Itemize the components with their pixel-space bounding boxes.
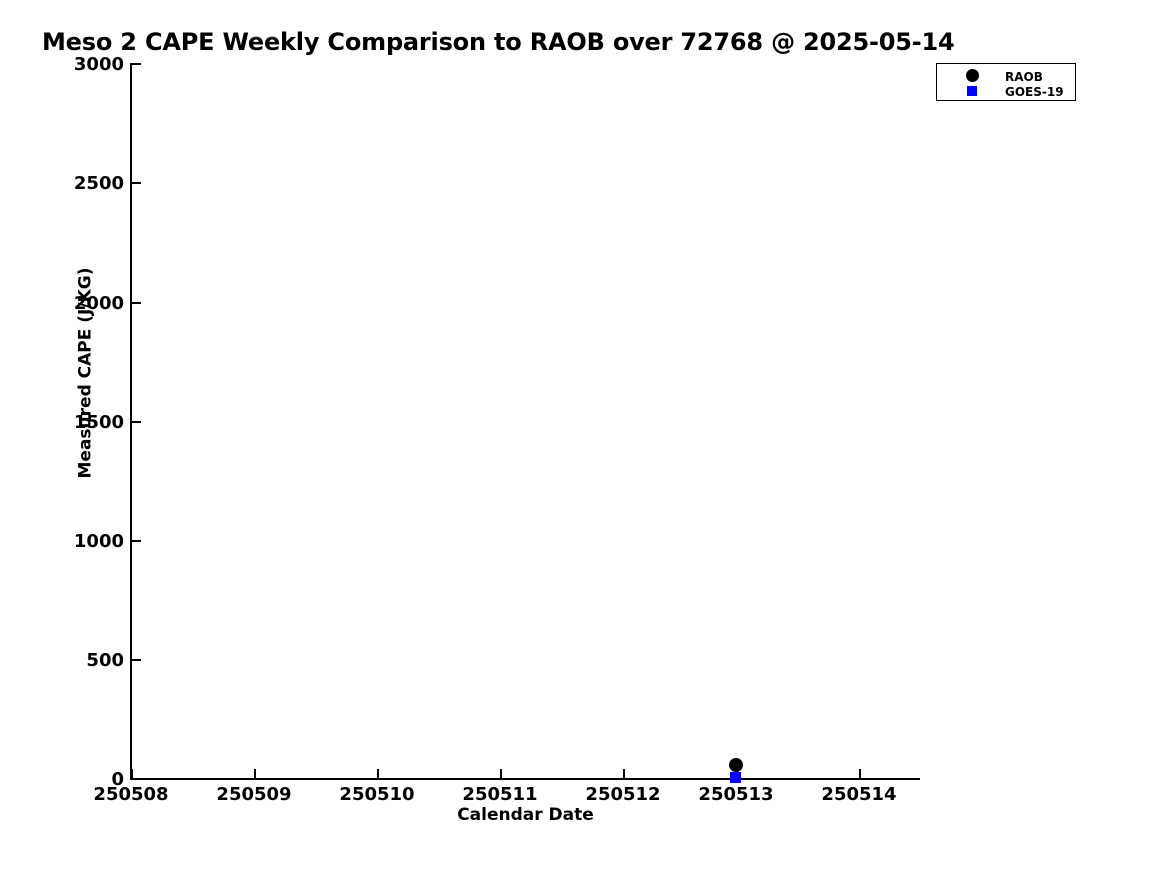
y-tick-mark-1000 — [132, 540, 141, 542]
square-marker-icon — [967, 86, 977, 96]
page-title: Meso 2 CAPE Weekly Comparison to RAOB ov… — [42, 28, 955, 56]
x-tick-label-250508: 250508 — [93, 784, 169, 805]
y-axis-title: Measured CAPE (J/KG) — [75, 267, 96, 479]
y-tick-mark-3000 — [132, 63, 141, 65]
x-tick-label-250509: 250509 — [216, 784, 292, 805]
y-tick-label-1000: 1000 — [73, 531, 124, 552]
x-tick-mark-250508 — [131, 769, 133, 778]
y-tick-mark-0 — [132, 778, 141, 780]
data-point-goes19-250513[interactable] — [730, 772, 741, 783]
x-tick-label-250513: 250513 — [698, 784, 774, 805]
y-tick-label-3000: 3000 — [73, 54, 124, 75]
x-tick-mark-250510 — [377, 769, 379, 778]
legend-entry-raob[interactable]: RAOB — [937, 68, 1077, 84]
y-tick-mark-2000 — [132, 302, 141, 304]
legend-label-raob: RAOB — [1005, 70, 1043, 84]
y-tick-mark-1500 — [132, 421, 141, 423]
y-tick-label-1500: 1500 — [73, 412, 124, 433]
x-axis-title: Calendar Date — [457, 805, 594, 825]
x-tick-label-250512: 250512 — [585, 784, 661, 805]
x-tick-mark-250509 — [254, 769, 256, 778]
circle-marker-icon — [966, 69, 979, 82]
y-tick-label-0: 0 — [111, 769, 124, 790]
x-tick-label-250510: 250510 — [339, 784, 415, 805]
y-axis-spine — [130, 63, 132, 780]
chart-legend: RAOB GOES-19 — [936, 63, 1076, 101]
legend-label-goes19: GOES-19 — [1005, 85, 1064, 99]
x-tick-mark-250512 — [623, 769, 625, 778]
x-tick-mark-250514 — [859, 769, 861, 778]
x-tick-label-250511: 250511 — [462, 784, 538, 805]
y-tick-mark-2500 — [132, 182, 141, 184]
y-tick-label-500: 500 — [86, 650, 124, 671]
y-tick-mark-500 — [132, 659, 141, 661]
legend-entry-goes19[interactable]: GOES-19 — [937, 85, 1077, 101]
y-tick-label-2000: 2000 — [73, 293, 124, 314]
x-tick-mark-250511 — [500, 769, 502, 778]
data-point-raob-250513[interactable] — [729, 758, 743, 772]
x-tick-label-250514: 250514 — [821, 784, 897, 805]
x-axis-spine — [131, 778, 920, 780]
y-tick-label-2500: 2500 — [73, 173, 124, 194]
